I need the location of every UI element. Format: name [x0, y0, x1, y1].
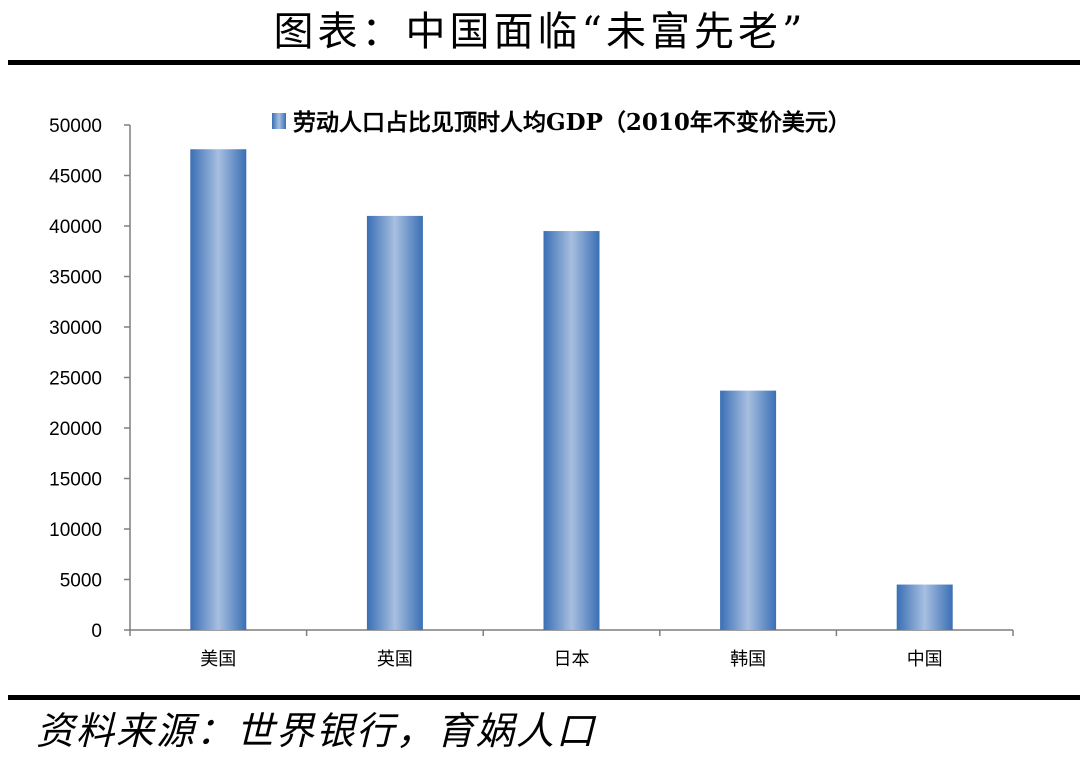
page-title: 图表：中国面临“未富先老”: [273, 9, 807, 55]
bottom-rule: [8, 695, 1080, 700]
x-category-label: 美国: [200, 649, 236, 670]
y-tick-label: 25000: [49, 369, 102, 390]
bar: [190, 149, 247, 631]
bar: [896, 584, 953, 630]
y-tick-label: 5000: [60, 571, 102, 592]
y-tick-label: 50000: [49, 116, 102, 137]
y-tick-label: 35000: [49, 268, 102, 289]
y-tick-label: 10000: [49, 520, 102, 541]
bar: [366, 215, 423, 630]
y-tick-label: 40000: [49, 217, 102, 238]
y-tick-label: 30000: [49, 318, 102, 339]
legend-label: 劳动人口占比见顶时人均GDP（2010年不变价美元）: [293, 109, 851, 136]
axes: 0 5000 10000 15000 20000 25000 30000 35000 40000…: [49, 116, 1014, 670]
bar: [543, 231, 600, 631]
legend-swatch: [272, 113, 286, 129]
bar: [720, 390, 777, 630]
y-tick-label: 15000: [49, 470, 102, 491]
x-category-label: 韩国: [730, 649, 766, 670]
x-category-label: 中国: [907, 649, 943, 670]
y-tick-label: 0: [91, 621, 102, 642]
x-category-label: 日本: [554, 649, 590, 670]
source-note: 资料来源：世界银行，育娲人口: [36, 709, 597, 753]
top-rule: [8, 60, 1080, 65]
x-category-label: 英国: [377, 649, 413, 670]
legend: 劳动人口占比见顶时人均GDP（2010年不变价美元）: [272, 109, 851, 136]
y-tick-label: 20000: [49, 419, 102, 440]
y-tick-label: 45000: [49, 167, 102, 188]
bar-chart: 0 5000 10000 15000 20000 25000 30000 35000 40000…: [49, 109, 1014, 670]
bars: [190, 149, 953, 631]
